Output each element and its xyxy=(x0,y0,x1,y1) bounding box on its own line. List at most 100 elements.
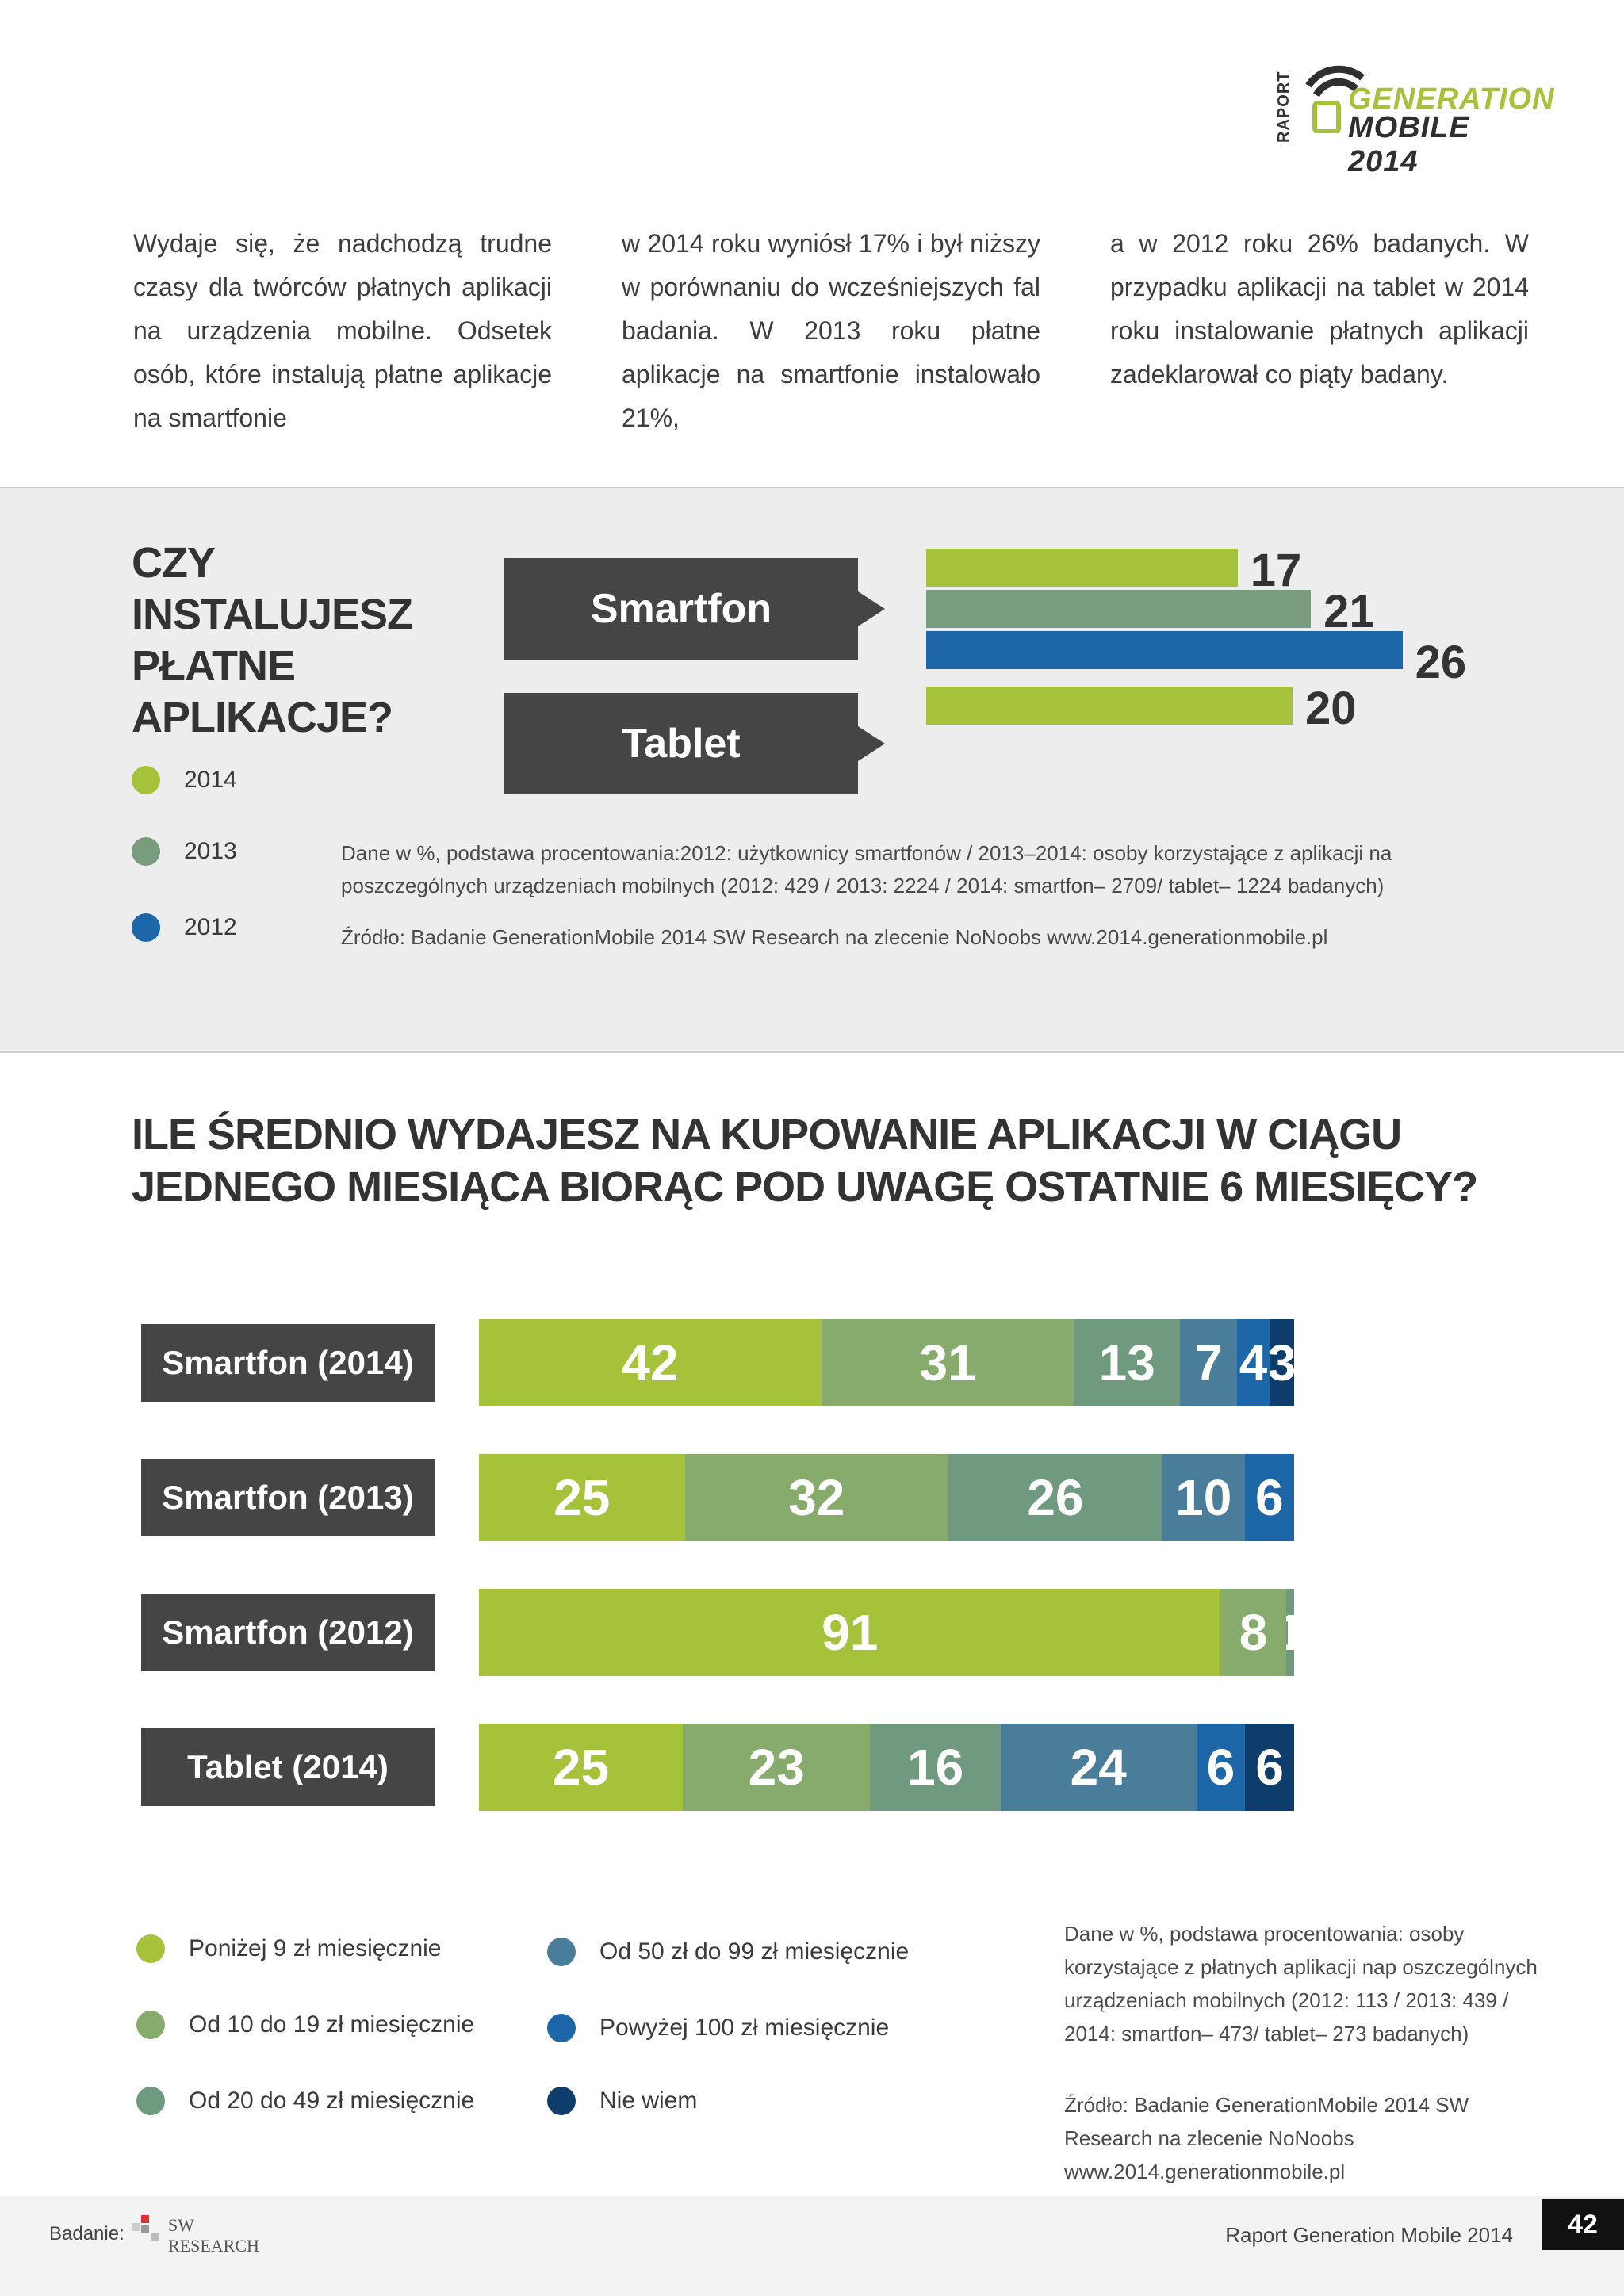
segment-value-label: 6 xyxy=(1255,1739,1284,1796)
stacked-segment: 7 xyxy=(1180,1319,1238,1406)
footer: Badanie: SW RESEARCH Raport Generation M… xyxy=(0,2196,1624,2296)
page-number: 42 xyxy=(1542,2199,1624,2250)
bar-value-label: 26 xyxy=(1415,637,1467,688)
section2-question: ILE ŚREDNIO WYDAJESZ NA KUPOWANIE APLIKA… xyxy=(132,1111,1478,1211)
segment-value-label: 6 xyxy=(1206,1739,1235,1796)
legend-label: Poniżej 9 zł miesięcznie xyxy=(189,1935,442,1961)
legend-label: Od 20 do 49 zł miesięcznie xyxy=(189,2087,475,2114)
segment-value-label: 3 xyxy=(1270,1334,1294,1391)
stacked-segment: 6 xyxy=(1245,1724,1294,1811)
category-box: Smartfon (2013) xyxy=(141,1459,522,1536)
generation-mobile-logo: RAPORT GENERATION MOBILE 2014 xyxy=(1269,55,1554,178)
bar-value-label: 21 xyxy=(1323,586,1375,637)
bar-2014-smartfon xyxy=(926,549,1238,587)
intro-col1: Wydaje się, że nadchodzą trudne czasy dl… xyxy=(133,229,552,432)
legend-dot xyxy=(547,2014,576,2042)
segment-value-label: 24 xyxy=(1070,1739,1127,1796)
section1-source: Źródło: Badanie GenerationMobile 2014 SW… xyxy=(341,925,1328,949)
segment-value-label: 91 xyxy=(822,1604,879,1661)
stacked-segment: 3 xyxy=(1270,1319,1294,1406)
segment-value-label: 25 xyxy=(552,1739,610,1796)
stacked-segment: 25 xyxy=(479,1724,683,1811)
intro-col3: a w 2012 roku 26% badanych. W przypadku … xyxy=(1110,229,1529,388)
legend-dot xyxy=(132,766,160,794)
segment-value-label: 26 xyxy=(1027,1469,1084,1526)
legend-dot xyxy=(136,2011,165,2039)
segment-value-label: 1 xyxy=(1286,1603,1294,1662)
segment-value-label: 23 xyxy=(748,1739,805,1796)
legend-label: 2014 xyxy=(184,767,237,793)
category-smartfon: Smartfon xyxy=(504,558,885,660)
segment-value-label: 8 xyxy=(1239,1604,1268,1661)
badanie-label: Badanie: xyxy=(49,2223,124,2244)
stacked-segment: 6 xyxy=(1196,1724,1246,1811)
legend-item-20-49: Od 20 do 49 zł miesięcznie xyxy=(136,2087,474,2115)
segment-value-label: 7 xyxy=(1194,1334,1223,1391)
stacked-segment: 6 xyxy=(1244,1454,1294,1541)
segment-value-label: 42 xyxy=(622,1334,679,1391)
legend-dot xyxy=(547,2087,576,2115)
stacked-segment: 91 xyxy=(479,1589,1221,1676)
stacked-segment: 10 xyxy=(1162,1454,1245,1541)
legend-item-below-9: Poniżej 9 zł miesięcznie xyxy=(136,1934,441,1963)
section1-question: CZY INSTALUJESZ PŁATNE APLIKACJE? xyxy=(132,539,413,741)
stacked-segment: 1 xyxy=(1285,1589,1294,1676)
segment-value-label: 10 xyxy=(1175,1469,1232,1526)
stacked-segment: 23 xyxy=(683,1724,871,1811)
stacked-segment: 8 xyxy=(1220,1589,1286,1676)
intro-col2: w 2014 roku wyniósł 17% i był niższy w p… xyxy=(622,229,1040,432)
legend-item-10-19: Od 10 do 19 zł miesięcznie xyxy=(136,2011,474,2039)
legend-item-above-100: Powyżej 100 zł miesięcznie xyxy=(547,2014,889,2042)
category-box: Smartfon (2012) xyxy=(141,1594,522,1671)
stacked-segment: 24 xyxy=(1000,1724,1197,1811)
category-tablet: Tablet xyxy=(504,693,885,794)
stacked-segment: 13 xyxy=(1074,1319,1181,1406)
bar-2014-tablet xyxy=(926,687,1293,725)
category-label: Tablet (2014) xyxy=(187,1748,389,1785)
logo-line1: GENERATION xyxy=(1348,82,1555,116)
legend-label: Powyżej 100 zł miesięcznie xyxy=(599,2015,890,2041)
stacked-segment: 4 xyxy=(1237,1319,1270,1406)
category-box: Tablet (2014) xyxy=(141,1728,522,1806)
sw-logo-text: SW RESEARCH xyxy=(168,2215,259,2256)
section2-note: Dane w %, podstawa procentowania: osoby … xyxy=(1064,1922,1538,2045)
segment-value-label: 6 xyxy=(1255,1469,1284,1526)
legend-item-2012: 2012 xyxy=(132,913,237,942)
category-label: Smartfon (2012) xyxy=(162,1613,414,1651)
category-label: Smartfon (2014) xyxy=(162,1344,414,1381)
sw-research-logo: SW RESEARCH xyxy=(132,2215,274,2256)
section2-source: Źródło: Badanie GenerationMobile 2014 SW… xyxy=(1064,2093,1469,2183)
segment-value-label: 31 xyxy=(919,1334,976,1391)
stacked-segment: 16 xyxy=(870,1724,1001,1811)
legend-dot xyxy=(547,1938,576,1966)
raport-label: RAPORT xyxy=(1275,71,1293,143)
legend-dot xyxy=(136,1934,165,1963)
legend-item-dont-know: Nie wiem xyxy=(547,2087,697,2115)
section-paid-apps: CZY INSTALUJESZ PŁATNE APLIKACJE? 2014 2… xyxy=(0,487,1624,1053)
category-label: Smartfon xyxy=(590,586,772,632)
segment-value-label: 32 xyxy=(788,1469,845,1526)
segment-value-label: 4 xyxy=(1239,1334,1268,1391)
report-title: Raport Generation Mobile 2014 xyxy=(1225,2223,1513,2247)
stacked-segment: 25 xyxy=(479,1454,685,1541)
bar-value-label: 17 xyxy=(1250,545,1302,596)
legend-label: Od 50 zł do 99 zł miesięcznie xyxy=(599,1938,910,1965)
bar-value-label: 20 xyxy=(1305,683,1357,734)
bar-2012-smartfon xyxy=(926,631,1403,669)
category-box: Smartfon (2014) xyxy=(141,1324,522,1402)
stacked-segment: 42 xyxy=(479,1319,822,1406)
logo-line2: MOBILE 2014 xyxy=(1348,111,1470,178)
section1-note: Dane w %, podstawa procentowania:2012: u… xyxy=(341,841,1392,897)
legend-label: Nie wiem xyxy=(599,2087,698,2114)
legend-item-50-99: Od 50 zł do 99 zł miesięcznie xyxy=(547,1938,909,1966)
category-label: Tablet xyxy=(622,721,741,767)
legend-item-2014: 2014 xyxy=(132,766,237,794)
stacked-segment: 26 xyxy=(948,1454,1162,1541)
legend-dot xyxy=(136,2087,165,2115)
segment-value-label: 25 xyxy=(553,1469,611,1526)
signal-icon xyxy=(1305,65,1365,133)
legend-label: 2012 xyxy=(184,914,237,940)
segment-value-label: 16 xyxy=(907,1739,964,1796)
legend-dot xyxy=(132,913,160,942)
bar-2013-smartfon xyxy=(926,590,1312,628)
